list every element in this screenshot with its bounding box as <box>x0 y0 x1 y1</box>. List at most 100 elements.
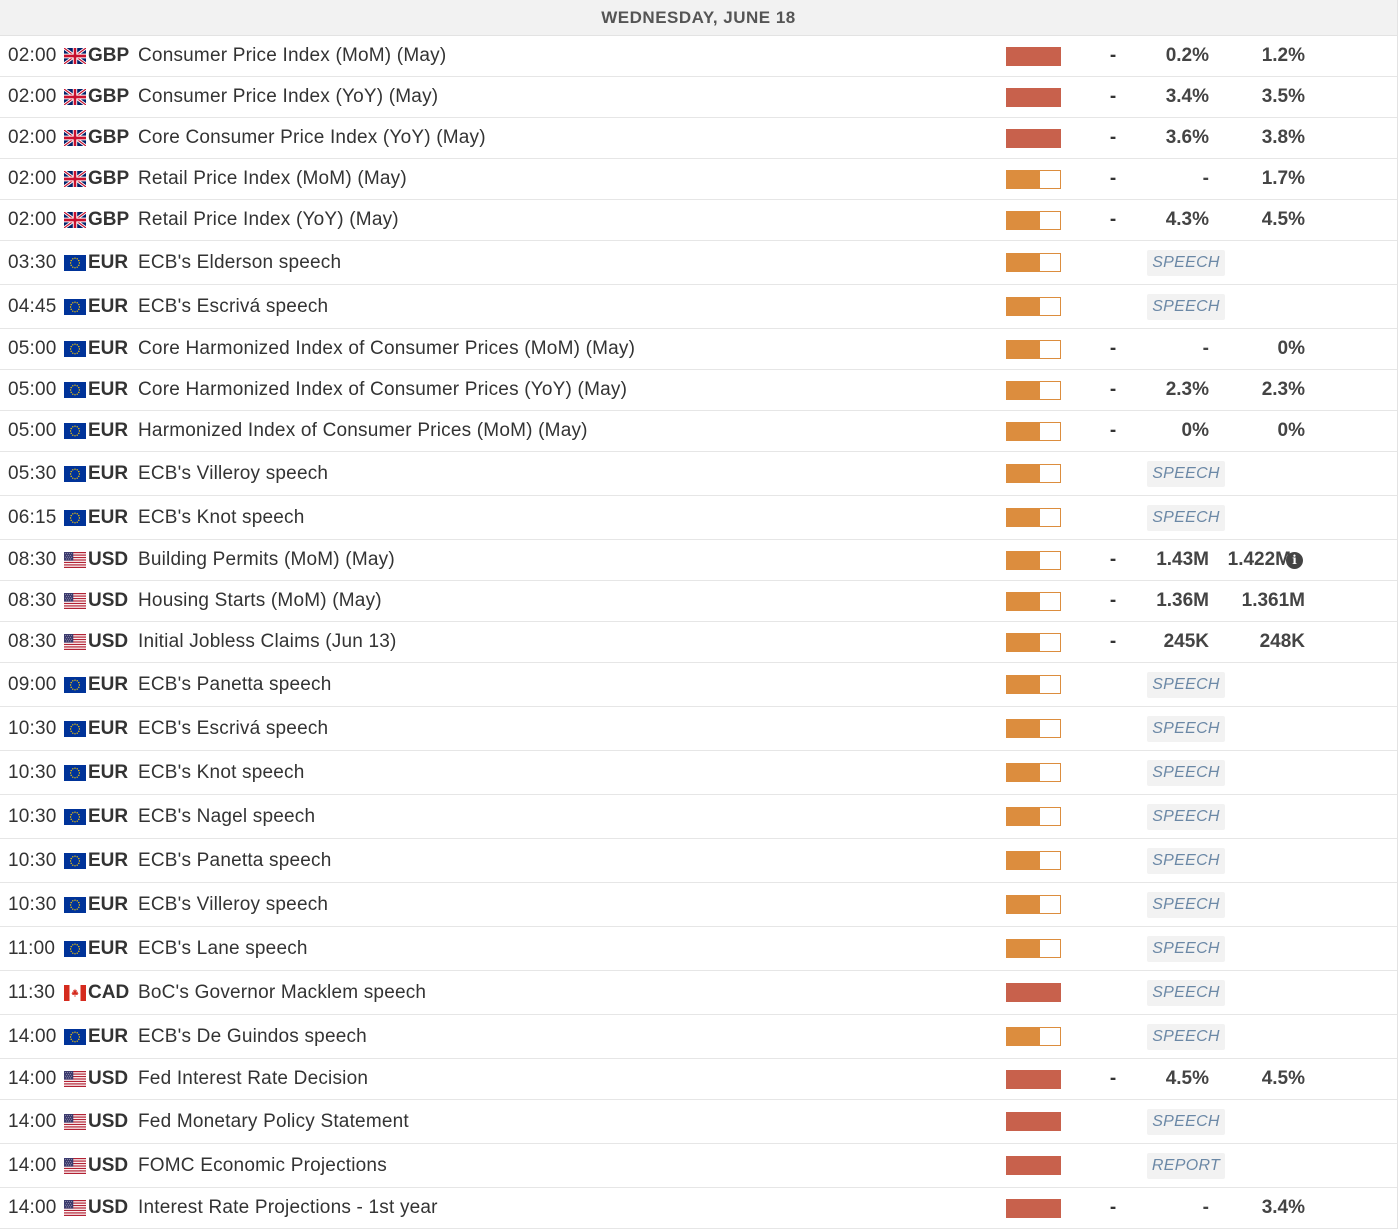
event-row[interactable]: 09:00 EUR ECB's Panetta speech SPEECH <box>0 663 1397 707</box>
event-title[interactable]: ECB's Knot speech <box>138 761 305 783</box>
event-row[interactable]: 14:00 EUR ECB's De Guindos speech SPEECH <box>0 1015 1397 1059</box>
event-title[interactable]: ECB's Villeroy speech <box>138 893 329 915</box>
event-title[interactable]: Core Consumer Price Index (YoY) (May) <box>138 127 486 148</box>
event-title[interactable]: Initial Jobless Claims (Jun 13) <box>138 631 397 652</box>
event-row[interactable]: 14:00 USD FOMC Economic Projections REPORT <box>0 1144 1397 1188</box>
event-title[interactable]: ECB's Escrivá speech <box>138 295 329 317</box>
event-title[interactable]: Retail Price Index (MoM) (May) <box>138 168 407 189</box>
event-title[interactable]: ECB's Panetta speech <box>138 849 332 871</box>
event-time: 10:30 <box>8 805 57 827</box>
event-time: 02:00 <box>8 209 57 230</box>
event-currency: EUR <box>88 338 129 359</box>
event-row[interactable]: 06:15 EUR ECB's Knot speech SPEECH <box>0 496 1397 540</box>
event-row[interactable]: 08:30 USD Building Permits (MoM) (May) - 1.4… <box>0 540 1397 581</box>
event-currency: EUR <box>88 379 129 400</box>
event-title[interactable]: Building Permits (MoM) (May) <box>138 549 395 570</box>
event-currency: USD <box>88 590 129 611</box>
event-row[interactable]: 05:00 EUR Core Harmonized Index of Consume… <box>0 370 1397 411</box>
event-title[interactable]: Core Harmonized Index of Consumer Prices… <box>138 379 628 400</box>
volatility-medium-indicator <box>1006 591 1061 611</box>
event-currency: EUR <box>88 420 129 441</box>
event-time: 14:00 <box>8 1197 57 1218</box>
info-icon[interactable]: i <box>1286 551 1303 569</box>
event-title[interactable]: Retail Price Index (YoY) (May) <box>138 209 399 230</box>
event-row[interactable]: 10:30 EUR ECB's Nagel speech SPEECH <box>0 795 1397 839</box>
event-currency: GBP <box>88 86 130 107</box>
event-row[interactable]: 05:00 EUR Core Harmonized Index of Consume… <box>0 329 1397 370</box>
event-currency: CAD <box>88 981 130 1003</box>
event-row[interactable]: 11:00 EUR ECB's Lane speech SPEECH <box>0 927 1397 971</box>
event-title[interactable]: Fed Monetary Policy Statement <box>138 1110 409 1132</box>
us-flag-icon <box>64 1157 86 1174</box>
event-row[interactable]: 08:30 USD Housing Starts (MoM) (May) - 1.36M… <box>0 581 1397 622</box>
event-type-tag: SPEECH <box>1147 671 1225 698</box>
event-row[interactable]: 02:00 GBP Core Consumer Price Index (YoY) … <box>0 118 1397 159</box>
volatility-high-indicator <box>1006 1198 1061 1218</box>
event-list: 02:00 GBP Consumer Price Index (MoM) (May)… <box>0 36 1397 1229</box>
event-type-tag: SPEECH <box>1147 847 1225 874</box>
event-currency: GBP <box>88 127 130 148</box>
event-row[interactable]: 04:45 EUR ECB's Escrivá speech SPEECH <box>0 285 1397 329</box>
event-row[interactable]: 05:00 EUR Harmonized Index of Consumer Pri… <box>0 411 1397 452</box>
volatility-medium-indicator <box>1006 464 1061 483</box>
eu-flag-icon <box>64 808 86 825</box>
event-title[interactable]: Interest Rate Projections - 1st year <box>138 1197 438 1218</box>
eu-flag-icon <box>64 1028 86 1045</box>
event-actual: - <box>1109 168 1117 189</box>
event-row[interactable]: 10:30 EUR ECB's Knot speech SPEECH <box>0 751 1397 795</box>
event-time: 03:30 <box>8 251 57 273</box>
event-row[interactable]: 14:00 USD Fed Interest Rate Decision - 4.5% 4… <box>0 1059 1397 1100</box>
event-row[interactable]: 05:30 EUR ECB's Villeroy speech SPEECH <box>0 452 1397 496</box>
event-consensus: 4.3% <box>1165 209 1209 230</box>
eu-flag-icon <box>64 676 86 693</box>
event-row[interactable]: 02:00 GBP Consumer Price Index (MoM) (May)… <box>0 36 1397 77</box>
event-currency: EUR <box>88 295 129 317</box>
event-consensus: 3.4% <box>1165 86 1209 107</box>
event-title[interactable]: ECB's Elderson speech <box>138 251 342 273</box>
event-consensus: 2.3% <box>1165 379 1209 400</box>
event-row[interactable]: 10:30 EUR ECB's Panetta speech SPEECH <box>0 839 1397 883</box>
event-row[interactable]: 14:00 USD Interest Rate Projections - 1st … <box>0 1188 1397 1229</box>
event-title[interactable]: BoC's Governor Macklem speech <box>138 981 427 1003</box>
event-row[interactable]: 02:00 GBP Consumer Price Index (YoY) (May)… <box>0 77 1397 118</box>
event-row[interactable]: 10:30 EUR ECB's Escrivá speech SPEECH <box>0 707 1397 751</box>
event-title[interactable]: ECB's Nagel speech <box>138 805 316 827</box>
event-title[interactable]: Consumer Price Index (MoM) (May) <box>138 45 447 66</box>
event-title[interactable]: ECB's Lane speech <box>138 937 308 959</box>
event-title[interactable]: Housing Starts (MoM) (May) <box>138 590 382 611</box>
event-title[interactable]: ECB's Escrivá speech <box>138 717 329 739</box>
volatility-medium-indicator <box>1006 719 1061 738</box>
event-row[interactable]: 10:30 EUR ECB's Villeroy speech SPEECH <box>0 883 1397 927</box>
event-consensus: 3.6% <box>1165 127 1209 148</box>
volatility-medium-indicator <box>1006 851 1061 870</box>
event-currency: EUR <box>88 937 129 959</box>
volatility-medium-indicator <box>1006 550 1061 570</box>
event-row[interactable]: 11:30 CAD BoC's Governor Macklem speech SPE… <box>0 971 1397 1015</box>
volatility-high-indicator <box>1006 46 1061 66</box>
event-title[interactable]: ECB's De Guindos speech <box>138 1025 367 1047</box>
event-actual: - <box>1109 379 1117 400</box>
event-title[interactable]: ECB's Panetta speech <box>138 673 332 695</box>
event-row[interactable]: 03:30 EUR ECB's Elderson speech SPEECH <box>0 241 1397 285</box>
event-row[interactable]: 02:00 GBP Retail Price Index (YoY) (May) - 4… <box>0 200 1397 241</box>
event-row[interactable]: 02:00 GBP Retail Price Index (MoM) (May) - -… <box>0 159 1397 200</box>
event-previous: 1.361M <box>1241 590 1305 611</box>
event-title[interactable]: Fed Interest Rate Decision <box>138 1068 369 1089</box>
event-title[interactable]: Harmonized Index of Consumer Prices (MoM… <box>138 420 588 441</box>
event-title[interactable]: FOMC Economic Projections <box>138 1154 387 1176</box>
eu-flag-icon <box>64 896 86 913</box>
volatility-high-indicator <box>1006 128 1061 148</box>
event-type-tag: SPEECH <box>1147 1108 1225 1135</box>
event-type-tag: SPEECH <box>1147 935 1225 962</box>
event-consensus: - <box>1202 338 1209 359</box>
event-title[interactable]: ECB's Knot speech <box>138 506 305 528</box>
event-time: 09:00 <box>8 673 57 695</box>
event-type-tag: SPEECH <box>1147 891 1225 918</box>
event-row[interactable]: 08:30 USD Initial Jobless Claims (Jun 13) -… <box>0 622 1397 663</box>
event-title[interactable]: ECB's Villeroy speech <box>138 462 329 484</box>
event-row[interactable]: 14:00 USD Fed Monetary Policy Statement SPE… <box>0 1100 1397 1144</box>
event-time: 05:00 <box>8 338 57 359</box>
event-time: 02:00 <box>8 45 57 66</box>
event-title[interactable]: Core Harmonized Index of Consumer Prices… <box>138 338 636 359</box>
event-title[interactable]: Consumer Price Index (YoY) (May) <box>138 86 439 107</box>
